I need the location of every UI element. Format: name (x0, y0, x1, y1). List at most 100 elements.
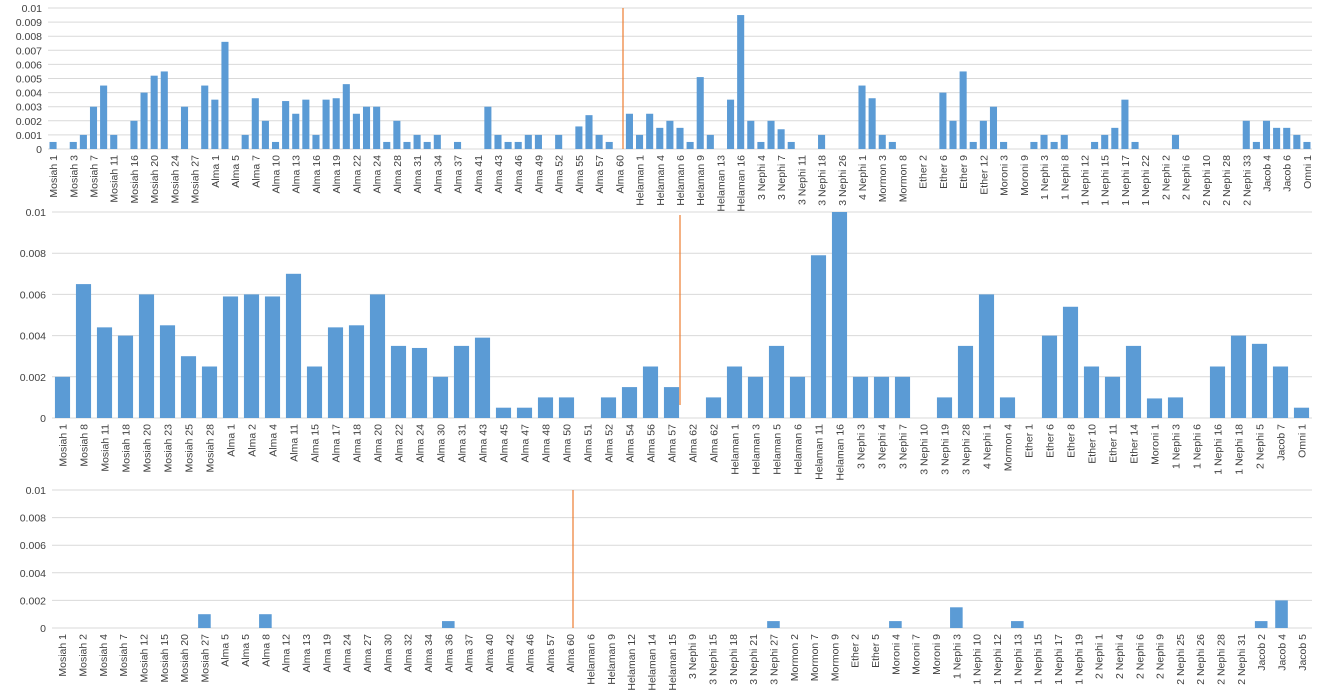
bar (1083, 366, 1100, 418)
bar (1272, 366, 1289, 418)
x-tick-label: Alma 19 (331, 155, 343, 194)
bar (390, 345, 407, 418)
bar (656, 127, 664, 149)
x-tick-label: Alma 62 (709, 424, 721, 463)
x-tick-label: Alma 40 (484, 634, 496, 673)
bar (138, 294, 155, 418)
bar (180, 106, 189, 149)
bar (889, 621, 902, 628)
x-tick-label: 1 Nephi 15 (1033, 634, 1045, 685)
x-tick-label: 3 Nephi 27 (768, 634, 780, 685)
x-tick-label: Alma 30 (382, 634, 394, 673)
bar (130, 120, 138, 149)
x-tick-label: Jacob 2 (1256, 634, 1268, 671)
bar (950, 607, 963, 628)
bar (868, 98, 876, 149)
bar (939, 92, 947, 149)
x-tick-label: 2 Nephi 31 (1236, 634, 1248, 685)
x-tick-label: Helaman 13 (715, 155, 727, 212)
bar (555, 134, 563, 149)
x-tick-label: Jacob 5 (1297, 634, 1309, 671)
x-tick-label: Alma 34 (423, 634, 435, 673)
bar (100, 85, 108, 149)
bar (285, 273, 302, 418)
x-tick-label: Alma 37 (464, 634, 476, 673)
bar (978, 294, 995, 418)
x-tick-label: Ether 10 (1087, 424, 1099, 464)
y-tick-label: 0.002 (20, 372, 46, 384)
x-tick-label: Alma 5 (240, 634, 252, 667)
bar (1121, 99, 1129, 149)
y-tick-label: 0.007 (16, 45, 42, 57)
x-tick-label: Mosiah 23 (163, 424, 175, 473)
y-tick-label: 0.004 (16, 88, 42, 100)
x-tick-label: Mosiah 15 (159, 634, 171, 683)
x-tick-label: Alma 52 (604, 424, 616, 463)
bar (150, 75, 158, 149)
y-tick-label: 0 (40, 623, 46, 635)
bar (327, 327, 344, 418)
bar (332, 98, 340, 149)
bar (221, 41, 229, 150)
x-tick-label: Mosiah 12 (138, 634, 150, 683)
x-tick-label: 1 Nephi 13 (1012, 634, 1024, 685)
x-tick-label: Alma 55 (574, 155, 586, 194)
x-tick-label: Mosiah 11 (109, 155, 121, 203)
x-tick-label: Alma 47 (520, 424, 532, 463)
bar (858, 85, 866, 149)
x-tick-label: 1 Nephi 3 (951, 634, 963, 679)
bar (1041, 335, 1058, 418)
x-tick-label: 2 Nephi 10 (1201, 155, 1213, 206)
x-tick-label: 2 Nephi 6 (1134, 634, 1146, 679)
bar (737, 15, 745, 149)
bar (453, 345, 470, 418)
bar (198, 614, 211, 628)
bar (595, 134, 603, 149)
x-tick-label: Helaman 16 (835, 424, 847, 481)
x-tick-label: Alma 36 (443, 634, 455, 673)
x-tick-label: 2 Nephi 28 (1216, 634, 1228, 685)
x-tick-label: 3 Nephi 18 (728, 634, 740, 685)
bar (180, 356, 197, 418)
x-tick-label: Mosiah 27 (199, 634, 211, 683)
bar (159, 325, 176, 418)
bar (894, 376, 911, 418)
x-tick-label: 3 Nephi 4 (877, 424, 889, 469)
x-tick-label: Jacob 6 (1282, 155, 1294, 192)
x-tick-label: 1 Nephi 12 (1079, 155, 1091, 206)
bar (432, 376, 449, 418)
x-tick-label: Alma 17 (331, 424, 343, 463)
x-tick-label: Mormon 3 (877, 155, 889, 202)
bar (413, 134, 421, 149)
x-tick-label: Alma 51 (583, 424, 595, 463)
x-tick-label: Alma 22 (394, 424, 406, 463)
bar (979, 120, 987, 149)
bar (585, 115, 593, 149)
x-tick-label: Alma 24 (342, 634, 354, 673)
x-tick-label: Mosiah 1 (58, 424, 70, 467)
x-tick-label: 3 Nephi 9 (687, 634, 699, 679)
x-tick-label: 2 Nephi 9 (1155, 634, 1167, 679)
x-tick-label: Alma 34 (432, 155, 444, 194)
bar (271, 141, 280, 149)
bar (383, 141, 391, 149)
bar (959, 71, 967, 149)
x-tick-label: Mormon 8 (897, 155, 909, 202)
bar (969, 141, 977, 149)
x-tick-label: 1 Nephi 10 (972, 634, 984, 685)
bar (1040, 134, 1048, 149)
bar (1111, 127, 1119, 149)
x-tick-label: Alma 46 (513, 155, 525, 194)
bar (705, 397, 722, 418)
x-tick-label: 2 Nephi 2 (1160, 155, 1172, 200)
x-tick-label: 1 Nephi 6 (1192, 424, 1204, 469)
bar (696, 77, 704, 149)
x-tick-label: Alma 52 (554, 155, 566, 194)
y-tick-label: 0.006 (16, 59, 42, 71)
bar (789, 376, 806, 418)
x-tick-label: Mormon 7 (809, 634, 821, 681)
bar (211, 99, 219, 149)
bar (373, 106, 381, 149)
bar (1091, 141, 1099, 149)
